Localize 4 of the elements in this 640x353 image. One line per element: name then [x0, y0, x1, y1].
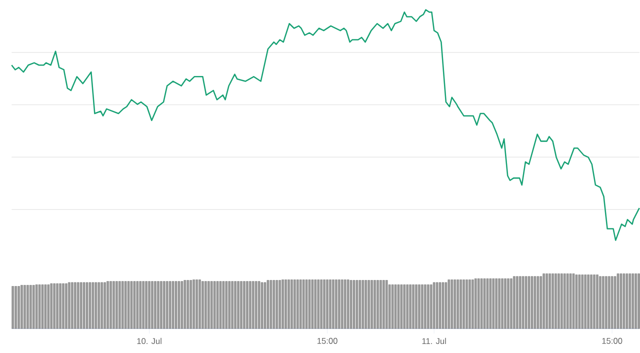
x-tick-label: 10. Jul	[137, 338, 162, 344]
x-tick-label: 15:00	[317, 338, 338, 344]
x-tick-label: 11. Jul	[422, 338, 446, 344]
x-tick-label: 15:00	[602, 338, 622, 344]
